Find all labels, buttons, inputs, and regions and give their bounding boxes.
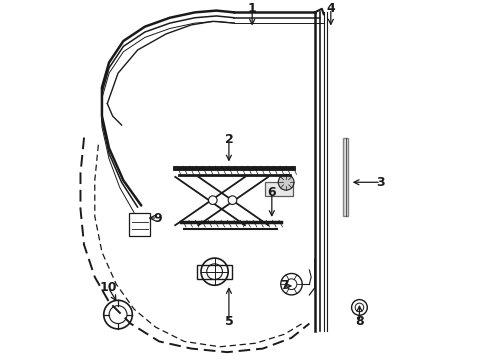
Circle shape xyxy=(278,174,294,190)
Text: 10: 10 xyxy=(99,281,117,294)
Text: 9: 9 xyxy=(153,212,162,225)
Text: 7: 7 xyxy=(280,279,289,292)
Bar xyxy=(265,182,294,196)
Text: 5: 5 xyxy=(224,315,233,328)
Bar xyxy=(343,138,347,216)
Bar xyxy=(196,265,232,279)
Circle shape xyxy=(209,196,217,204)
Text: 8: 8 xyxy=(355,315,364,328)
Bar xyxy=(129,213,150,236)
Text: 3: 3 xyxy=(377,176,385,189)
Text: 6: 6 xyxy=(268,186,276,199)
Circle shape xyxy=(228,196,237,204)
Text: 1: 1 xyxy=(248,2,257,15)
Text: 4: 4 xyxy=(326,2,335,15)
Text: 2: 2 xyxy=(224,133,233,146)
